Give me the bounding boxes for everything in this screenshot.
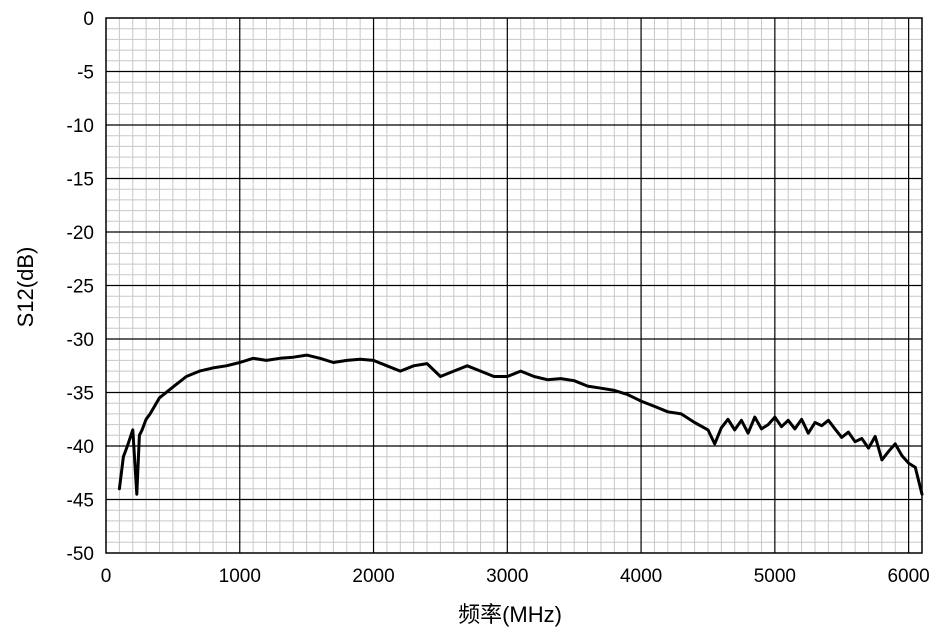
y-tick-label: 0: [83, 9, 94, 30]
y-tick-label: -50: [67, 544, 94, 565]
series-line-s12: [117, 353, 924, 496]
x-axis-title: 频率(MHz): [458, 602, 562, 627]
x-tick-label: 3000: [486, 566, 528, 587]
y-tick-label: -45: [67, 491, 94, 512]
major-gridlines: [106, 18, 922, 553]
y-tick-label: -20: [67, 223, 94, 244]
y-tick-label: -40: [67, 437, 94, 458]
y-tick-label: -30: [67, 330, 94, 351]
x-tick-label: 1000: [219, 566, 261, 587]
y-tick-label: -5: [77, 63, 94, 84]
y-tick-label: -10: [67, 116, 94, 137]
y-tick-labels: 0 -5 -10 -15 -20 -25 -30 -35 -40 -45 -50: [67, 9, 94, 565]
y-tick-label: -35: [67, 384, 94, 405]
x-tick-labels: 0 1000 2000 3000 4000 5000 6000: [101, 566, 930, 587]
x-tick-label: 4000: [620, 566, 662, 587]
y-axis-title: S12(dB): [13, 247, 38, 328]
x-tick-label: 0: [101, 566, 112, 587]
plot-area-frame: [105, 17, 923, 554]
series-layer: [117, 353, 924, 496]
x-tick-label: 6000: [887, 566, 929, 587]
x-tick-label: 5000: [754, 566, 796, 587]
y-tick-label: -25: [67, 277, 94, 298]
y-tick-label: -15: [67, 170, 94, 191]
x-tick-label: 2000: [352, 566, 394, 587]
